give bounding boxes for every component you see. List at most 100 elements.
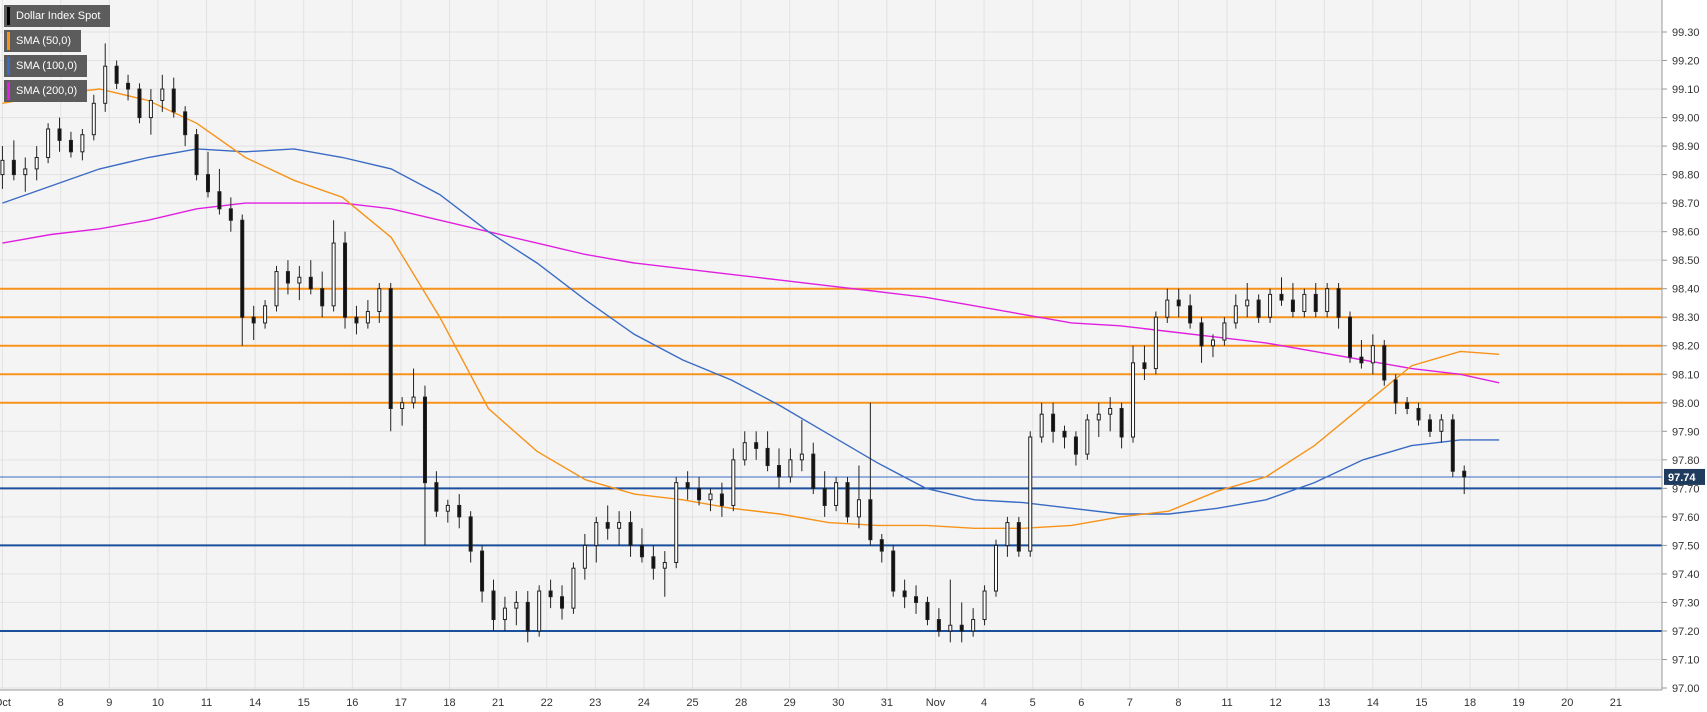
- candle: [114, 60, 119, 90]
- legend-item-sma200[interactable]: SMA (200,0): [4, 80, 88, 102]
- candle: [674, 476, 679, 569]
- x-tick-label: 7: [1127, 697, 1133, 709]
- x-tick-label: 18: [1464, 697, 1476, 709]
- candle: [1085, 414, 1090, 460]
- candle: [1359, 340, 1364, 369]
- candle: [982, 585, 987, 626]
- candle: [925, 596, 930, 626]
- candle: [822, 471, 827, 517]
- x-tick-label: 29: [784, 697, 796, 709]
- candle-body-up: [594, 522, 599, 546]
- y-tick-label: 99.30: [1672, 27, 1700, 39]
- candle-body-down: [845, 482, 850, 518]
- candle-body-down: [1119, 407, 1124, 438]
- candle: [400, 397, 405, 426]
- candle-body-down: [1290, 299, 1295, 313]
- candle: [1233, 294, 1238, 329]
- candle-body-down: [1188, 305, 1193, 324]
- candle-body-down: [251, 316, 256, 324]
- candle: [1131, 345, 1136, 443]
- candle: [1222, 317, 1227, 346]
- candle: [697, 476, 702, 506]
- candle-body-up: [160, 88, 165, 101]
- candle-body-down: [1279, 293, 1284, 301]
- candle-body-down: [891, 550, 896, 592]
- candle: [480, 545, 485, 603]
- candle-body-down: [1359, 356, 1364, 364]
- legend-item-sma100[interactable]: SMA (100,0): [4, 55, 88, 77]
- candle: [1188, 294, 1193, 329]
- candle-body-up: [1085, 419, 1090, 455]
- candle-body-down: [1016, 522, 1021, 552]
- candle: [80, 128, 85, 161]
- candle: [525, 591, 530, 643]
- candle: [1210, 334, 1215, 358]
- y-tick-label: 97.80: [1672, 455, 1700, 467]
- candle-body-down: [1427, 419, 1432, 432]
- legend-swatch: [7, 32, 10, 50]
- x-tick-label: 15: [1415, 697, 1427, 709]
- candle-body-up: [617, 522, 622, 529]
- candle-body-down: [1313, 293, 1318, 313]
- y-tick-label: 97.20: [1672, 626, 1700, 638]
- candle-body-up: [571, 567, 576, 609]
- y-tick-label: 97.30: [1672, 597, 1700, 609]
- x-tick-label: 23: [589, 697, 601, 709]
- candle-body-up: [834, 482, 839, 506]
- candle-body-down: [811, 453, 816, 489]
- candle: [537, 585, 542, 637]
- candle: [1245, 282, 1250, 318]
- candle: [1016, 516, 1021, 557]
- x-tick-label: 21: [1610, 697, 1622, 709]
- y-tick-label: 98.30: [1672, 312, 1700, 324]
- candle: [948, 579, 953, 643]
- legend-item-price[interactable]: Dollar Index Spot: [4, 5, 111, 27]
- current-price-label: 97.74: [1668, 472, 1696, 484]
- candle-body-down: [11, 159, 16, 176]
- candle-body-up: [263, 305, 268, 324]
- candle: [902, 579, 907, 609]
- candle-body-up: [1233, 305, 1238, 324]
- candle-body-down: [914, 596, 919, 603]
- y-tick-label: 98.00: [1672, 398, 1700, 410]
- candle-body-up: [788, 459, 793, 478]
- candle-body-up: [971, 619, 976, 632]
- candle-body-down: [343, 242, 348, 318]
- y-tick-label: 98.70: [1672, 198, 1700, 210]
- candle: [457, 494, 462, 529]
- candle: [34, 146, 39, 181]
- candle: [662, 551, 667, 597]
- candle-body-down: [560, 596, 565, 609]
- legend-label: Dollar Index Spot: [16, 10, 101, 22]
- candle: [1336, 282, 1341, 329]
- candle: [297, 265, 302, 301]
- candle-body-down: [1199, 322, 1204, 347]
- y-tick-label: 99.20: [1672, 56, 1700, 68]
- candle-body-down: [1416, 407, 1421, 421]
- candle: [194, 128, 199, 181]
- candle: [468, 511, 473, 563]
- candle: [422, 385, 427, 546]
- candle-body-down: [1462, 470, 1467, 478]
- candle: [1119, 402, 1124, 449]
- candle: [605, 505, 610, 540]
- candle-body-down: [434, 482, 439, 512]
- candle-body-up: [1370, 345, 1375, 364]
- candle-body-down: [457, 504, 462, 518]
- candle: [582, 533, 587, 580]
- candle: [343, 231, 348, 329]
- candle-body-down: [719, 493, 724, 506]
- candle: [183, 106, 188, 147]
- candle: [834, 476, 839, 512]
- candle: [240, 214, 245, 346]
- candle: [1153, 311, 1158, 375]
- x-tick-label: 18: [443, 697, 455, 709]
- x-tick-label: 6: [1078, 697, 1084, 709]
- legend-item-sma50[interactable]: SMA (50,0): [4, 30, 82, 52]
- candle: [617, 511, 622, 546]
- candle-body-down: [1256, 299, 1261, 318]
- y-tick-label: 98.40: [1672, 284, 1700, 296]
- candle: [1176, 288, 1181, 318]
- candle-body-down: [354, 316, 359, 324]
